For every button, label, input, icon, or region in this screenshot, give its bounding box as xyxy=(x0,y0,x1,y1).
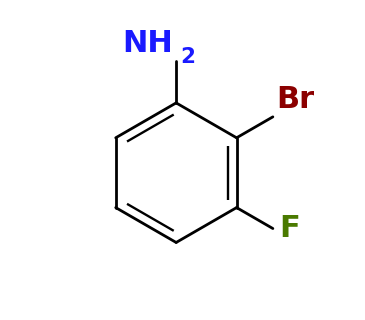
Text: 2: 2 xyxy=(180,47,195,68)
Text: F: F xyxy=(279,214,300,243)
Text: Br: Br xyxy=(276,85,314,114)
Text: NH: NH xyxy=(122,29,173,58)
